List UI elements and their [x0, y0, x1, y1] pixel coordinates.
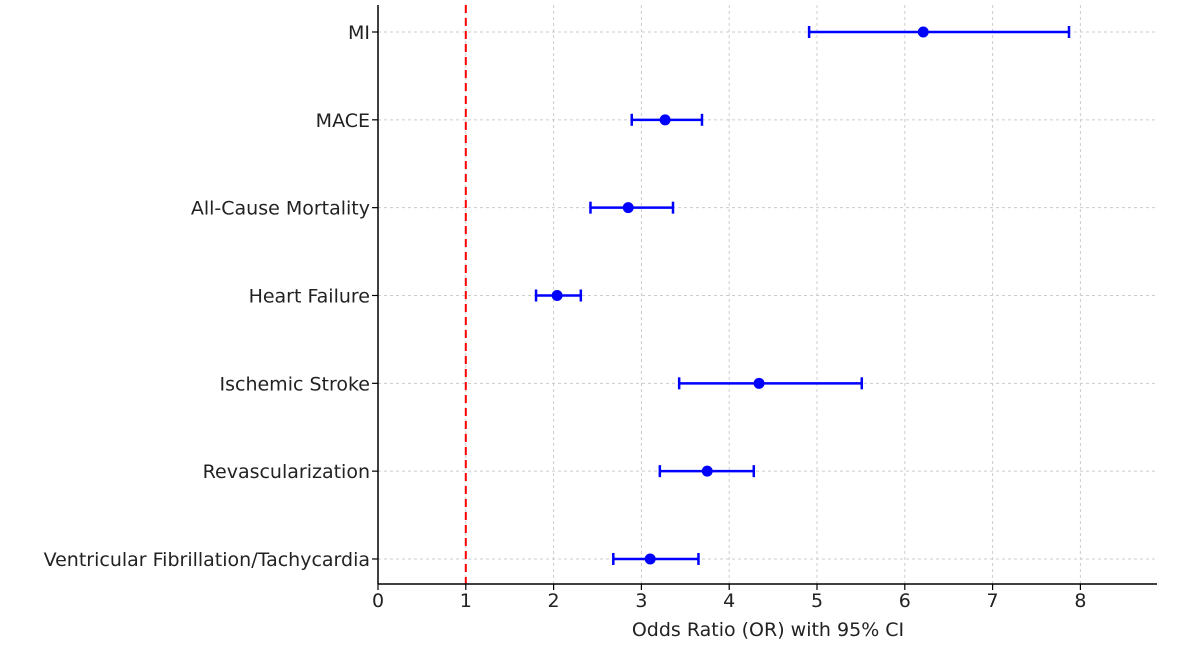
category-label: MI	[348, 22, 370, 44]
category-label: MACE	[316, 110, 370, 132]
axis-labels: 0 1 2 3 4 5 6 7 8 MI MACE All-Cause Mortality Heart …	[44, 22, 1087, 612]
category-label: Ischemic Stroke	[220, 373, 371, 395]
or-point	[917, 26, 929, 38]
or-point	[701, 465, 713, 477]
x-tick-label-5: 5	[811, 590, 823, 612]
category-label: All-Cause Mortality	[191, 198, 370, 220]
axes	[372, 5, 1157, 590]
or-point	[659, 114, 671, 126]
x-tick-label-2: 2	[548, 590, 560, 612]
data-marks	[534, 26, 1071, 565]
x-tick-label-8: 8	[1074, 590, 1086, 612]
category-label: Revascularization	[203, 461, 370, 483]
forest-row-1	[630, 113, 704, 126]
x-tick-label-4: 4	[723, 590, 735, 612]
category-label: Heart Failure	[249, 285, 370, 307]
grid-lines	[377, 5, 1157, 584]
x-tick-label-6: 6	[899, 590, 911, 612]
or-point	[753, 377, 765, 389]
forest-row-4	[677, 377, 864, 390]
or-point	[622, 202, 634, 214]
category-label: Ventricular Fibrillation/Tachycardia	[44, 549, 370, 571]
x-tick-label-3: 3	[635, 590, 647, 612]
forest-row-5	[658, 465, 756, 478]
x-axis-title: Odds Ratio (OR) with 95% CI	[632, 619, 904, 641]
forest-row-6	[612, 552, 700, 565]
x-tick-label-0: 0	[372, 590, 384, 612]
forest-row-2	[589, 201, 675, 214]
x-tick-label-7: 7	[987, 590, 999, 612]
forest-row-3	[534, 289, 583, 302]
forest-row-0	[807, 26, 1071, 38]
x-tick-label-1: 1	[460, 590, 472, 612]
or-point	[644, 553, 656, 565]
or-point	[551, 289, 563, 301]
